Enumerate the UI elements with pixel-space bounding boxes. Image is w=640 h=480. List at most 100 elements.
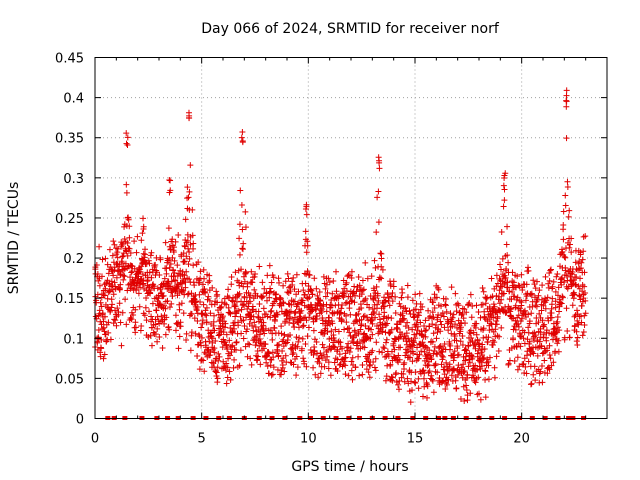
- data-point: [576, 265, 583, 272]
- data-point: [125, 216, 132, 223]
- data-point: [404, 282, 411, 289]
- data-point: [200, 357, 207, 364]
- data-point: [356, 282, 363, 289]
- data-point: [442, 302, 449, 309]
- data-point: [149, 282, 156, 289]
- data-point: [309, 291, 316, 298]
- data-point: [424, 383, 431, 390]
- data-point: [329, 290, 336, 297]
- x-tick-label: 20: [513, 432, 530, 447]
- data-point: [344, 347, 351, 354]
- data-point: [491, 364, 498, 371]
- data-point: [453, 308, 460, 315]
- data-point: [530, 277, 537, 284]
- data-point: [401, 359, 408, 366]
- data-point: [351, 299, 358, 306]
- data-point: [376, 274, 383, 281]
- data-point: [429, 321, 436, 328]
- data-point: [194, 352, 201, 359]
- data-point: [278, 357, 285, 364]
- data-point: [540, 302, 547, 309]
- data-point: [279, 362, 286, 369]
- data-point: [343, 279, 350, 286]
- data-point: [434, 369, 441, 376]
- data-point: [304, 268, 311, 275]
- data-point: [564, 327, 571, 334]
- data-point: [514, 273, 521, 280]
- data-point: [553, 273, 560, 280]
- data-point: [573, 274, 580, 281]
- data-point: [124, 239, 131, 246]
- data-point: [411, 379, 418, 386]
- data-point: [165, 225, 172, 232]
- data-point: [286, 314, 293, 321]
- data-point: [278, 323, 285, 330]
- data-point: [121, 235, 128, 242]
- data-point: [161, 302, 168, 309]
- data-point: [250, 337, 257, 344]
- data-point: [489, 293, 496, 300]
- data-point: [335, 328, 342, 335]
- data-point: [189, 206, 196, 213]
- data-point: [211, 327, 218, 334]
- data-point: [395, 352, 402, 359]
- data-point: [401, 378, 408, 385]
- data-point: [378, 275, 385, 282]
- data-point: [152, 331, 159, 338]
- data-point: [571, 322, 578, 329]
- data-point: [206, 277, 213, 284]
- data-point: [247, 313, 254, 320]
- data-point: [535, 292, 542, 299]
- data-point: [345, 340, 352, 347]
- data-point: [543, 297, 550, 304]
- data-point: [581, 269, 588, 276]
- data-point: [374, 194, 381, 201]
- data-point: [448, 330, 455, 337]
- data-point: [203, 312, 210, 319]
- data-point: [367, 335, 374, 342]
- data-point: [387, 282, 394, 289]
- y-tick-label: 0.15: [55, 292, 84, 307]
- data-point: [389, 290, 396, 297]
- data-point: [264, 363, 271, 370]
- data-point: [499, 255, 506, 262]
- data-point: [377, 250, 384, 257]
- data-point: [271, 317, 278, 324]
- data-point: [371, 257, 378, 264]
- data-point: [154, 285, 161, 292]
- data-point: [382, 354, 389, 361]
- data-point: [269, 330, 276, 337]
- data-point: [187, 347, 194, 354]
- data-point: [548, 314, 555, 321]
- data-point: [303, 317, 310, 324]
- data-point: [435, 286, 442, 293]
- data-point: [430, 314, 437, 321]
- data-point: [202, 307, 209, 314]
- data-point: [382, 377, 389, 384]
- data-point: [514, 294, 521, 301]
- data-point: [452, 290, 459, 297]
- data-point: [525, 267, 532, 274]
- data-point: [235, 307, 242, 314]
- data-point: [183, 330, 190, 337]
- spike-point: [140, 215, 147, 222]
- data-point: [393, 370, 400, 377]
- data-point: [186, 249, 193, 256]
- spike-point: [376, 159, 383, 166]
- data-point: [280, 299, 287, 306]
- data-point: [344, 325, 351, 332]
- data-point: [291, 298, 298, 305]
- data-point: [214, 375, 221, 382]
- data-point: [308, 287, 315, 294]
- data-point: [393, 379, 400, 386]
- data-point: [453, 324, 460, 331]
- data-point: [170, 249, 177, 256]
- data-point: [126, 245, 133, 252]
- data-point: [110, 272, 117, 279]
- data-point: [104, 261, 111, 268]
- data-point: [578, 313, 585, 320]
- data-point: [322, 325, 329, 332]
- data-point: [117, 281, 124, 288]
- data-point: [175, 231, 182, 238]
